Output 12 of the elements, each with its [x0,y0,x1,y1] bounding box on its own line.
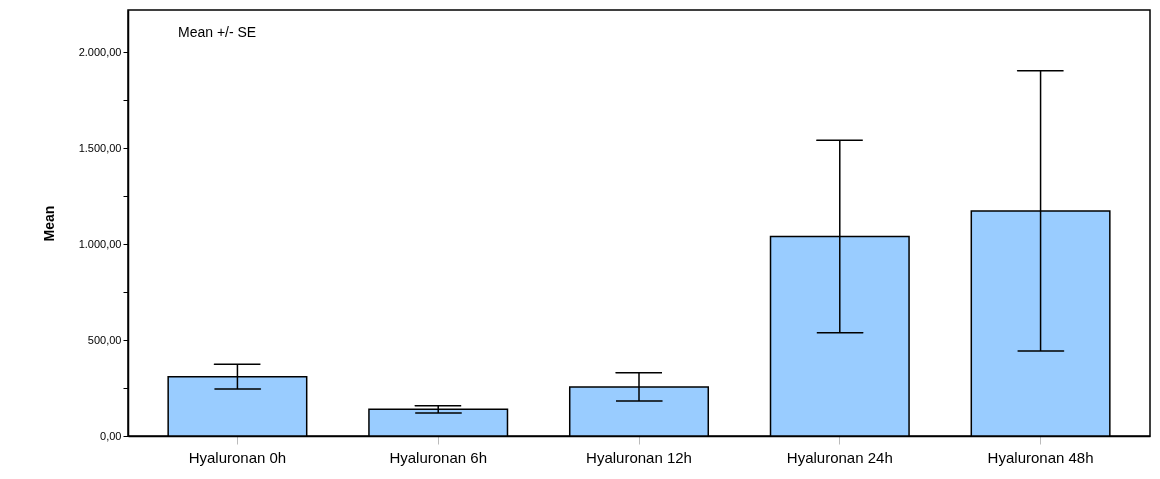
y-tick-label: 0,00 [100,429,122,442]
x-tick-label: Hyaluronan 0h [188,448,287,466]
y-tick-label: 1.000,00 [78,237,122,250]
annotation: Mean +/- SE [178,24,257,40]
x-tick-label: Hyaluronan 24h [786,448,893,466]
y-axis-title: Mean [40,205,57,242]
x-tick-label: Hyaluronan 48h [987,448,1094,466]
x-tick-label: Hyaluronan 12h [586,448,692,466]
y-tick-label: 2.000,00 [78,45,122,58]
y-tick-label: 1.500,00 [78,141,122,154]
x-tick-label: Hyaluronan 6h [389,448,487,466]
y-tick-label: 500,00 [87,333,122,346]
